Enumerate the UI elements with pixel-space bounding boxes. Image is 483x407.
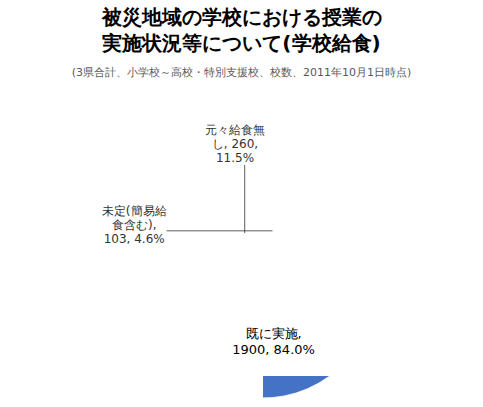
chart: 被災地域の学校における授業の実施状況等について(学校給食) (3県合計、小学校～高…: [0, 0, 483, 407]
labels: 既に実施,1900, 84.0% 元々給食無し, 260,11.5% 未定(簡易給食…: [102, 123, 315, 357]
data-label: 既に実施,1900, 84.0%: [232, 326, 315, 357]
leader-lines: [167, 165, 273, 233]
title: 被災地域の学校における授業の実施状況等について(学校給食): [101, 5, 382, 55]
leader-line: [244, 165, 245, 233]
data-label: 元々給食無し, 260,11.5%: [205, 123, 265, 165]
subtitle: (3県合計、小学校～高校・特別支援校、校数、2011年10月1日時点): [72, 66, 412, 79]
data-label: 未定(簡易給食含む),103, 4.6%: [102, 204, 167, 246]
pie-slice: [263, 376, 375, 398]
plot-area: [263, 376, 375, 398]
leader-line: [167, 230, 273, 231]
